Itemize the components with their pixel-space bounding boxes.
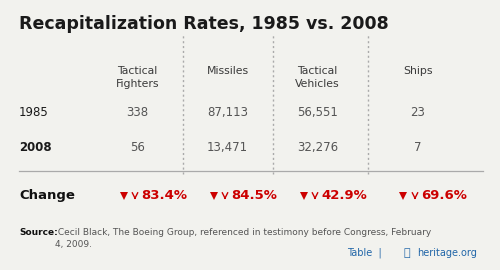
Text: 83.4%: 83.4% (142, 189, 188, 202)
Text: Recapitalization Rates, 1985 vs. 2008: Recapitalization Rates, 1985 vs. 2008 (19, 15, 389, 33)
Text: 87,113: 87,113 (207, 106, 248, 119)
Text: Change: Change (19, 189, 75, 202)
Text: 7: 7 (414, 141, 421, 154)
Text: Ships: Ships (403, 66, 432, 76)
Text: 🔔: 🔔 (404, 248, 410, 258)
Text: 32,276: 32,276 (297, 141, 338, 154)
Text: 2008: 2008 (19, 141, 52, 154)
Text: 69.6%: 69.6% (422, 189, 468, 202)
Text: 84.5%: 84.5% (232, 189, 278, 202)
Text: 1985: 1985 (19, 106, 49, 119)
Text: Tactical
Vehicles: Tactical Vehicles (295, 66, 340, 89)
Text: Source:: Source: (19, 228, 58, 237)
Text: Cecil Black, The Boeing Group, referenced in testimony before Congress, February: Cecil Black, The Boeing Group, reference… (55, 228, 431, 249)
Text: 56: 56 (130, 141, 145, 154)
Text: 23: 23 (410, 106, 425, 119)
Text: 42.9%: 42.9% (322, 189, 367, 202)
Text: 13,471: 13,471 (207, 141, 248, 154)
Text: Missiles: Missiles (206, 66, 248, 76)
Text: heritage.org: heritage.org (418, 248, 478, 258)
Text: Tactical
Fighters: Tactical Fighters (116, 66, 159, 89)
Text: Table  |: Table | (348, 247, 382, 258)
Text: 56,551: 56,551 (297, 106, 338, 119)
Text: 338: 338 (126, 106, 148, 119)
